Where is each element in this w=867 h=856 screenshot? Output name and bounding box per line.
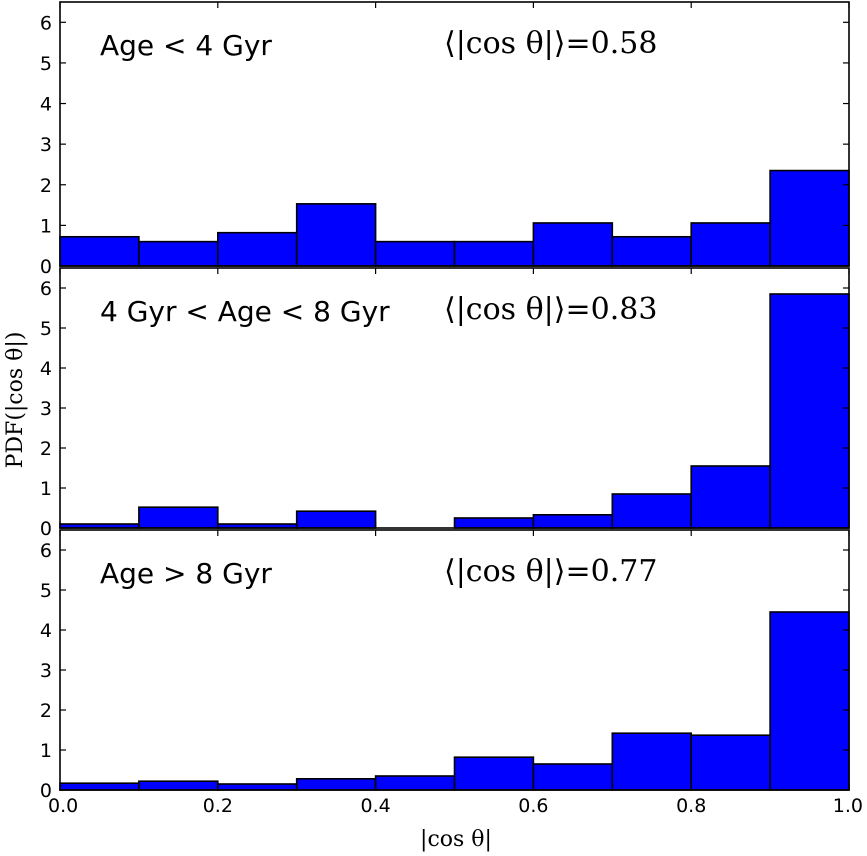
panel-frame bbox=[59, 529, 850, 791]
histogram-bar bbox=[374, 775, 456, 791]
y-tick-label: 6 bbox=[40, 12, 52, 34]
histogram-bar bbox=[532, 763, 614, 791]
x-tick-label: 0.6 bbox=[518, 795, 548, 817]
histogram-bar bbox=[769, 611, 850, 791]
y-tick-label: 1 bbox=[40, 478, 52, 500]
x-tick-label: 0.0 bbox=[48, 795, 78, 817]
x-tick-label: 1.0 bbox=[833, 795, 863, 817]
y-tick-label: 5 bbox=[40, 318, 52, 340]
histogram-bar bbox=[769, 169, 850, 267]
y-tick-label: 0 bbox=[40, 780, 52, 802]
y-tick-label: 1 bbox=[40, 215, 52, 237]
histogram-bar bbox=[59, 235, 140, 267]
y-tick-label: 6 bbox=[40, 278, 52, 300]
histogram-bar bbox=[295, 203, 377, 267]
histogram-bar bbox=[217, 231, 298, 267]
histogram-bar bbox=[611, 493, 692, 529]
x-tick-label: 0.2 bbox=[203, 795, 233, 817]
y-axis-label: PDF(|cos θ|) bbox=[3, 332, 28, 469]
panel-label: Age > 8 Gyr bbox=[100, 557, 272, 590]
y-tick-label: 3 bbox=[40, 134, 52, 156]
histogram-bar bbox=[374, 240, 456, 267]
y-tick-label: 3 bbox=[40, 398, 52, 420]
panel-2: 0 1 2 3 4 5 6 4 Gyr < Age < 8 Gyr ⟨|cos θ|⟩=0.83 bbox=[40, 267, 850, 540]
histogram-bar bbox=[295, 777, 377, 791]
y-tick-label: 0 bbox=[40, 256, 52, 278]
y-tick-label: 2 bbox=[40, 438, 52, 460]
histogram-bar bbox=[453, 756, 535, 791]
histogram-bar bbox=[690, 465, 771, 529]
histogram-bar bbox=[453, 517, 535, 529]
y-tick-label: 2 bbox=[40, 175, 52, 197]
panel-frame bbox=[59, 267, 850, 529]
histogram-bar bbox=[453, 240, 535, 267]
panel-3: 0 1 2 3 4 5 6 Age > 8 Gyr ⟨|cos θ|⟩=0.77 bbox=[40, 529, 850, 802]
histogram-bar bbox=[532, 222, 614, 267]
histogram-bar bbox=[690, 734, 771, 791]
panel-label: Age < 4 Gyr bbox=[100, 29, 272, 62]
y-tick-label: 6 bbox=[40, 540, 52, 562]
histogram-bar bbox=[690, 222, 771, 267]
histogram-bar bbox=[59, 782, 140, 791]
histogram-bar bbox=[138, 780, 219, 791]
y-tick-label: 0 bbox=[40, 518, 52, 540]
y-tick-label: 5 bbox=[40, 580, 52, 602]
histogram-bar bbox=[532, 513, 614, 529]
panel-frame bbox=[59, 1, 850, 267]
panel-1: 0 1 2 3 4 5 6 Age < 4 Gyr ⟨|cos θ|⟩=0.58 bbox=[40, 1, 850, 278]
histogram-bar bbox=[611, 732, 692, 791]
y-tick-label: 4 bbox=[40, 358, 52, 380]
y-tick-label: 5 bbox=[40, 53, 52, 75]
y-tick-label: 1 bbox=[40, 740, 52, 762]
x-tick-label: 0.4 bbox=[360, 795, 390, 817]
mean-annotation: ⟨|cos θ|⟩=0.58 bbox=[444, 26, 657, 61]
histogram-bar bbox=[138, 240, 219, 267]
histogram-bar bbox=[295, 510, 377, 529]
mean-annotation: ⟨|cos θ|⟩=0.83 bbox=[444, 292, 657, 327]
mean-annotation: ⟨|cos θ|⟩=0.77 bbox=[444, 554, 657, 589]
histogram-bar bbox=[138, 506, 219, 529]
panel-label: 4 Gyr < Age < 8 Gyr bbox=[100, 295, 390, 328]
y-tick-label: 2 bbox=[40, 700, 52, 722]
x-tick-label: 0.8 bbox=[676, 795, 706, 817]
histogram-bar bbox=[769, 293, 850, 529]
histogram-bar bbox=[217, 783, 298, 791]
histogram-bar bbox=[611, 235, 692, 267]
x-axis-label: |cos θ| bbox=[420, 827, 492, 852]
y-tick-label: 4 bbox=[40, 94, 52, 116]
y-tick-label: 4 bbox=[40, 620, 52, 642]
y-tick-label: 3 bbox=[40, 660, 52, 682]
